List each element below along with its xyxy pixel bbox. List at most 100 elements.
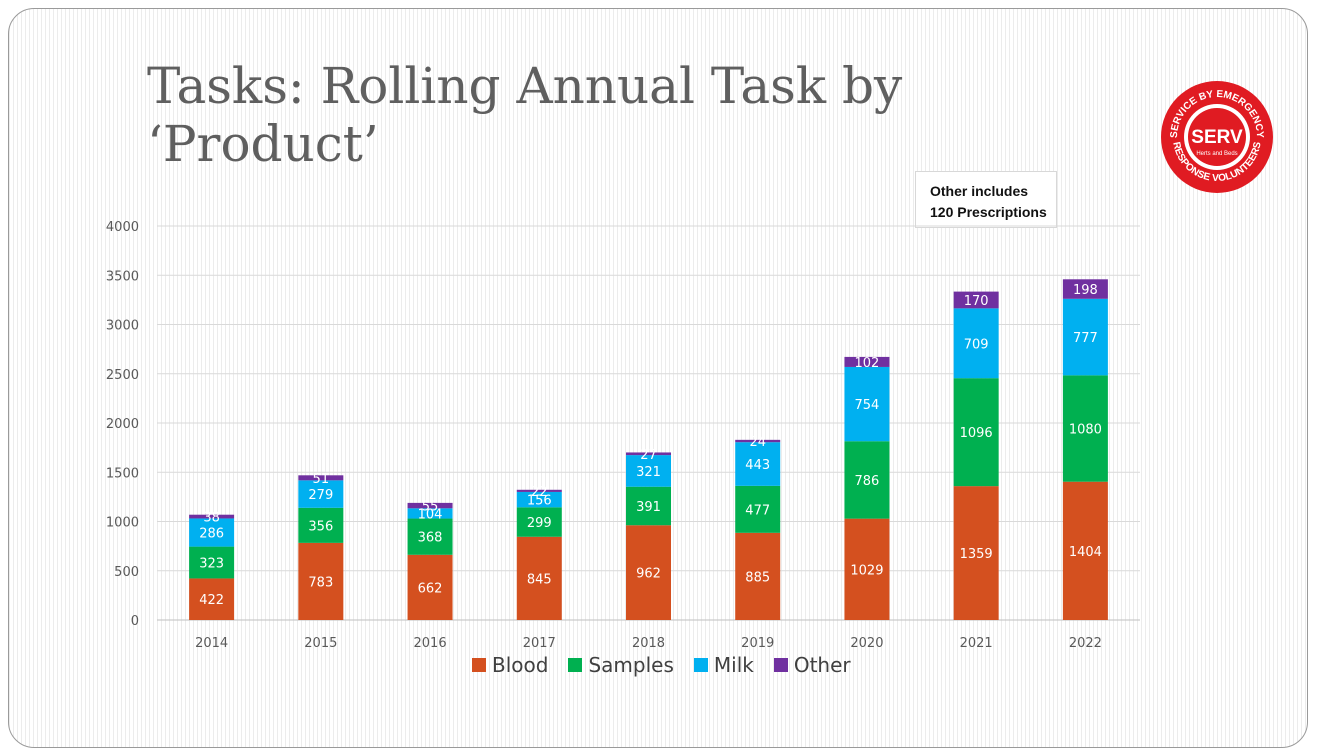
- legend-item: Other: [773, 653, 851, 677]
- x-tick-label: 2020: [850, 636, 883, 651]
- x-tick-label: 2017: [523, 636, 556, 651]
- bar-segment: [1062, 481, 1108, 620]
- data-label: 299: [527, 516, 552, 531]
- data-label: 102: [855, 356, 880, 371]
- bar-segment: [953, 486, 999, 620]
- legend-label: Other: [793, 653, 851, 677]
- data-label: 51: [313, 472, 330, 487]
- legend-swatch: [568, 658, 583, 672]
- logo-center-text: SERV: [1191, 127, 1243, 148]
- legend-swatch: [693, 658, 708, 672]
- data-label: 662: [418, 581, 443, 596]
- bar-segment: [844, 366, 890, 442]
- bar-segment: [844, 518, 890, 620]
- data-label: 38: [203, 511, 220, 526]
- bar-segment: [189, 518, 235, 547]
- x-tick-label: 2016: [414, 636, 447, 651]
- data-label: 321: [636, 465, 661, 480]
- legend-swatch: [773, 658, 788, 672]
- legend-label: Samples: [588, 653, 674, 677]
- bar-segment: [407, 518, 453, 555]
- bar-segment: [626, 525, 671, 620]
- logo-sub-text: Herts and Beds: [1196, 151, 1237, 157]
- y-tick-label: 1500: [106, 466, 139, 481]
- data-label: 845: [527, 572, 552, 587]
- bar-segment: [735, 532, 781, 620]
- bar-segment: [516, 507, 562, 537]
- data-label: 477: [745, 503, 770, 518]
- data-label: 1096: [960, 426, 993, 441]
- bar-segment: [189, 514, 235, 519]
- data-label: 24: [749, 435, 766, 450]
- data-label: 885: [745, 570, 770, 585]
- data-label: 709: [964, 337, 989, 352]
- x-tick-label: 2021: [960, 636, 993, 651]
- y-tick-label: 0: [131, 614, 139, 629]
- data-label: 286: [199, 527, 224, 542]
- data-label: 777: [1073, 331, 1098, 346]
- serv-logo: SERVICE BY EMERGENCY RESPONSE VOLUNTEERS…: [1159, 79, 1275, 195]
- y-tick-label: 500: [114, 565, 139, 580]
- legend-label: Milk: [713, 653, 754, 677]
- bar-segment: [298, 475, 344, 481]
- bar-segment: [516, 489, 562, 492]
- legend-label: Blood: [492, 653, 549, 677]
- y-tick-label: 2000: [106, 417, 139, 432]
- data-label: 55: [422, 500, 439, 515]
- x-tick-label: 2015: [304, 636, 337, 651]
- bar-segment: [407, 502, 453, 509]
- x-tick-label: 2019: [741, 636, 774, 651]
- bar-segment: [189, 578, 235, 620]
- data-label: 368: [418, 531, 443, 546]
- bar-segment: [626, 455, 671, 487]
- data-label: 170: [964, 294, 989, 309]
- y-tick-label: 2500: [106, 368, 139, 383]
- data-label: 422: [199, 593, 224, 608]
- bar-segment: [844, 441, 890, 519]
- bar-segment: [735, 439, 781, 443]
- bar-segment: [626, 486, 671, 526]
- bar-segment: [735, 485, 781, 533]
- legend-item: Samples: [568, 653, 674, 677]
- legend-item: Milk: [693, 653, 754, 677]
- bar-segment: [298, 480, 344, 508]
- data-label: 1359: [960, 547, 993, 562]
- data-label: 323: [199, 557, 224, 572]
- note-line-1: Other includes: [930, 183, 1029, 199]
- bar-segment: [516, 491, 562, 508]
- data-label: 1029: [850, 563, 883, 578]
- bar-segment: [626, 452, 671, 456]
- bar-segment: [189, 546, 235, 579]
- bar-segment: [407, 554, 453, 620]
- data-label: 22: [531, 485, 548, 500]
- bar-segment: [407, 508, 453, 519]
- data-label: 104: [418, 507, 443, 522]
- data-label: 356: [308, 519, 333, 534]
- legend-item: Blood: [472, 653, 548, 677]
- x-tick-label: 2014: [195, 636, 228, 651]
- data-label: 27: [640, 448, 657, 463]
- bar-segment: [953, 291, 999, 309]
- data-label: 1404: [1069, 545, 1102, 560]
- data-label: 786: [855, 474, 880, 489]
- serv-logo-icon: SERVICE BY EMERGENCY RESPONSE VOLUNTEERS…: [1161, 81, 1273, 193]
- data-label: 198: [1073, 283, 1098, 298]
- data-label: 443: [745, 458, 770, 473]
- note-box: Other includes 120 Prescriptions: [915, 171, 1057, 228]
- bar-segment: [1062, 279, 1108, 299]
- data-label: 279: [308, 488, 333, 503]
- bar-segment: [516, 536, 562, 620]
- bar-segment: [953, 308, 999, 379]
- y-tick-label: 3500: [106, 269, 139, 284]
- data-label: 391: [636, 500, 661, 515]
- data-label: 962: [636, 567, 661, 582]
- bar-segment: [844, 356, 890, 367]
- chart-legend: Blood Samples Milk Other: [472, 653, 851, 677]
- data-label: 1080: [1069, 423, 1102, 438]
- x-tick-label: 2018: [632, 636, 665, 651]
- bar-segment: [1062, 375, 1108, 482]
- data-label: 754: [855, 398, 880, 413]
- x-tick-label: 2022: [1069, 636, 1102, 651]
- legend-swatch: [472, 658, 486, 672]
